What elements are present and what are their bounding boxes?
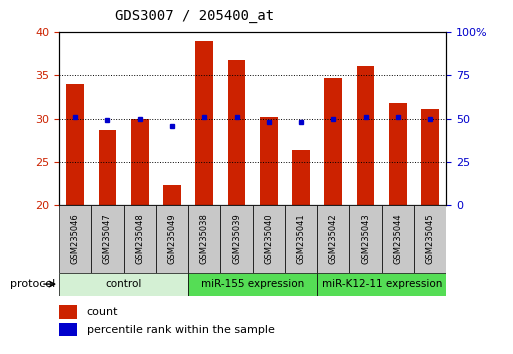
Bar	[188, 205, 221, 273]
Bar	[163, 185, 181, 205]
Bar	[421, 109, 439, 205]
Bar	[124, 205, 156, 273]
Bar	[59, 205, 91, 273]
Bar	[317, 273, 446, 296]
Bar	[195, 40, 213, 205]
Bar	[324, 78, 342, 205]
Bar	[252, 205, 285, 273]
Bar	[131, 119, 149, 205]
Bar	[349, 205, 382, 273]
Bar	[98, 130, 116, 205]
Bar	[260, 117, 278, 205]
Bar	[91, 205, 124, 273]
Text: miR-K12-11 expression: miR-K12-11 expression	[322, 279, 442, 289]
Text: GSM235039: GSM235039	[232, 213, 241, 264]
Bar	[156, 205, 188, 273]
Text: control: control	[105, 279, 142, 289]
Text: GSM235044: GSM235044	[393, 213, 402, 264]
Bar	[317, 205, 349, 273]
Text: GSM235043: GSM235043	[361, 213, 370, 264]
Bar	[414, 205, 446, 273]
Bar	[285, 205, 317, 273]
Text: GSM235049: GSM235049	[167, 213, 176, 264]
Text: GSM235046: GSM235046	[71, 213, 80, 264]
Bar	[382, 205, 414, 273]
Text: GSM235038: GSM235038	[200, 213, 209, 264]
Bar	[389, 103, 407, 205]
Text: count: count	[87, 307, 118, 317]
Text: GSM235048: GSM235048	[135, 213, 144, 264]
Bar	[221, 205, 252, 273]
Text: GSM235045: GSM235045	[426, 213, 435, 264]
Text: percentile rank within the sample: percentile rank within the sample	[87, 325, 274, 335]
Bar	[292, 150, 310, 205]
Bar	[59, 323, 77, 336]
Text: GSM235042: GSM235042	[329, 213, 338, 264]
Text: GSM235047: GSM235047	[103, 213, 112, 264]
Bar	[66, 84, 84, 205]
Bar	[59, 305, 77, 319]
Text: GSM235041: GSM235041	[297, 213, 306, 264]
Text: miR-155 expression: miR-155 expression	[201, 279, 304, 289]
Bar	[228, 59, 245, 205]
Bar	[59, 273, 188, 296]
Text: GDS3007 / 205400_at: GDS3007 / 205400_at	[115, 9, 274, 23]
Bar	[357, 66, 374, 205]
Text: GSM235040: GSM235040	[264, 213, 273, 264]
Text: protocol: protocol	[10, 279, 55, 289]
Bar	[188, 273, 317, 296]
